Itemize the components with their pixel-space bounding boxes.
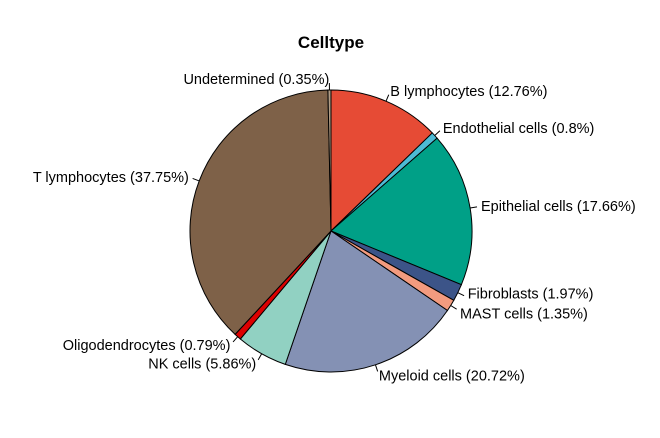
label-b-lymphocytes: B lymphocytes (12.76%)	[390, 84, 547, 100]
label-fibroblasts: Fibroblasts (1.97%)	[468, 286, 594, 302]
tick-myeloid-cells	[374, 364, 379, 372]
label-nk-cells: NK cells (5.86%)	[148, 356, 256, 372]
tick-mast-cells	[450, 305, 457, 310]
label-epithelial-cells: Epithelial cells (17.66%)	[481, 199, 636, 215]
chart-title: Celltype	[298, 33, 364, 52]
tick-fibroblasts	[457, 292, 465, 297]
slice-epithelial-cells	[330, 137, 473, 286]
tick-endothelial-cells	[434, 130, 441, 136]
slice-labels: B lymphocytes (12.76%) Endothelial cells …	[33, 72, 636, 384]
label-t-lymphocytes: T lymphocytes (37.75%)	[33, 170, 189, 186]
tick-oligodendrocytes	[232, 336, 239, 343]
tick-t-lymphocytes	[192, 177, 200, 182]
tick-nk-cells	[257, 353, 263, 361]
label-oligodendrocytes: Oligodendrocytes (0.79%)	[63, 338, 231, 354]
label-undetermined: Undetermined (0.35%)	[183, 72, 329, 88]
label-ticks	[192, 83, 478, 372]
tick-epithelial-cells	[470, 206, 478, 209]
label-myeloid-cells: Myeloid cells (20.72%)	[379, 368, 525, 384]
label-mast-cells: MAST cells (1.35%)	[460, 306, 588, 322]
pie-slices	[189, 89, 473, 373]
label-endothelial-cells: Endothelial cells (0.8%)	[443, 121, 595, 137]
slice-myeloid-cells	[284, 230, 449, 373]
tick-b-lymphocytes	[385, 94, 390, 102]
